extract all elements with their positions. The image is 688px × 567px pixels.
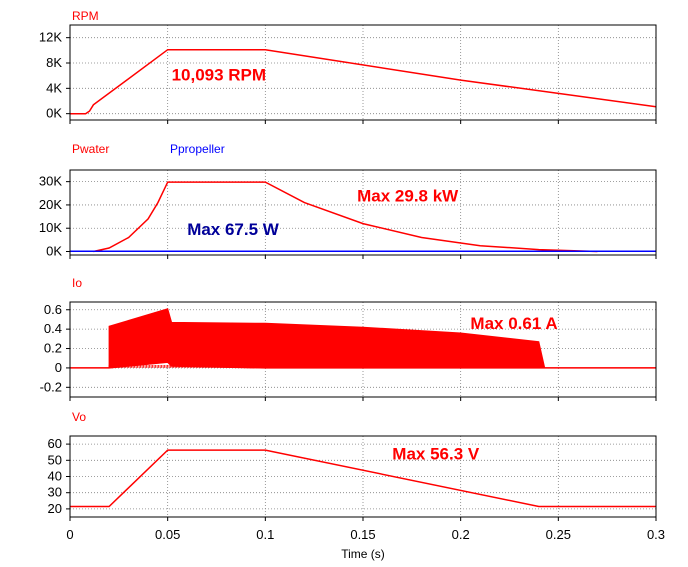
plot-frame xyxy=(69,435,657,518)
series-rpm-line xyxy=(70,48,657,115)
y-tick-label: 10K xyxy=(39,220,62,235)
trace-label-ppropeller: Ppropeller xyxy=(170,142,225,156)
series-pwater-line xyxy=(93,181,598,253)
plot-frame xyxy=(69,169,657,256)
y-tick-label: 12K xyxy=(39,30,62,45)
x-tick-label: 0 xyxy=(66,527,73,542)
plot-frame xyxy=(69,301,657,398)
y-tick-label: 0.6 xyxy=(44,302,62,317)
x-axis-label: Time (s) xyxy=(341,547,385,561)
trace-label-io: Io xyxy=(72,276,82,290)
y-tick-label: 50 xyxy=(48,452,62,467)
y-tick-label: -0.2 xyxy=(40,379,62,394)
x-axis: 0 0.05 0.1 0.15 0.2 0.25 0.3 Time (s) xyxy=(66,527,665,561)
max-annotation: Max 29.8 kW xyxy=(357,186,459,205)
y-tick-label: 4K xyxy=(46,80,62,95)
y-tick-label: 0 xyxy=(55,360,62,375)
trace-label-pwater: Pwater xyxy=(72,142,109,156)
x-tick-label: 0.15 xyxy=(350,527,375,542)
trace-label-vo: Vo xyxy=(72,410,86,424)
y-tick-label: 0K xyxy=(46,244,62,259)
max-annotation: 10,093 RPM xyxy=(172,66,267,85)
x-tick-label: 0.05 xyxy=(155,527,180,542)
y-tick-label: 0.2 xyxy=(44,341,62,356)
x-tick-label: 0.25 xyxy=(546,527,571,542)
panel-2: 30K 20K 10K 0K Pwater Ppropeller Max 29.8 kW Ma… xyxy=(39,142,657,259)
series-vo-line xyxy=(70,449,656,508)
y-tick-label: 0K xyxy=(46,106,62,121)
y-tick-label: 20 xyxy=(48,501,62,516)
x-tick-label: 0.3 xyxy=(647,527,665,542)
x-tick-label: 0.1 xyxy=(256,527,274,542)
trace-label-rpm: RPM xyxy=(72,9,99,23)
max-annotation: Max 56.3 V xyxy=(392,444,480,463)
plot-frame xyxy=(69,24,657,121)
series-io-baseline xyxy=(70,361,656,369)
y-tick-label: 20K xyxy=(39,197,62,212)
y-tick-label: 30 xyxy=(48,485,62,500)
y-tick-label: 60 xyxy=(48,436,62,451)
max-annotation: Max 0.61 A xyxy=(470,314,557,333)
panel-3: 0.6 0.4 0.2 0 -0.2 Io Max 0.61 A xyxy=(40,276,657,401)
y-tick-label: 30K xyxy=(39,174,62,189)
max-annotation: Max 67.5 W xyxy=(187,220,280,239)
y-tick-label: 40 xyxy=(48,469,62,484)
panel-1: 12K 8K 4K 0K RPM 10,093 RPM xyxy=(39,9,657,124)
x-tick-label: 0.2 xyxy=(452,527,470,542)
y-tick-label: 8K xyxy=(46,55,62,70)
y-tick-label: 0.4 xyxy=(44,321,62,336)
